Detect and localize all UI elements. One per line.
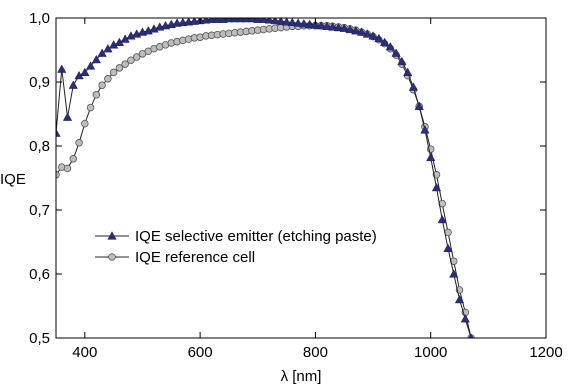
data-point xyxy=(339,23,349,32)
data-point xyxy=(63,164,72,173)
data-point xyxy=(85,61,96,70)
data-point xyxy=(333,22,344,32)
data-point xyxy=(368,31,378,40)
data-point xyxy=(270,18,280,25)
data-point xyxy=(81,119,89,128)
data-point xyxy=(391,48,401,57)
data-point xyxy=(91,54,101,64)
y-tick-label: 0,8 xyxy=(29,138,50,155)
data-point xyxy=(437,214,447,224)
data-point xyxy=(443,243,453,253)
data-point xyxy=(104,75,112,83)
data-point xyxy=(264,18,274,24)
data-point xyxy=(56,171,60,179)
x-tick-label: 400 xyxy=(72,344,97,361)
legend-item: IQE selective emitter (etching paste) xyxy=(95,228,377,245)
data-point xyxy=(408,82,419,91)
data-point xyxy=(397,56,407,66)
series-line xyxy=(56,25,472,338)
x-tick-label: 1000 xyxy=(414,344,447,361)
data-point xyxy=(127,56,135,65)
legend-marker xyxy=(107,231,117,240)
data-point xyxy=(258,18,269,23)
series-1 xyxy=(56,18,481,361)
data-point xyxy=(293,18,303,27)
data-point xyxy=(322,21,332,30)
data-point xyxy=(92,91,101,99)
data-point xyxy=(431,182,442,192)
data-point xyxy=(56,128,61,137)
y-tick-label: 1,0 xyxy=(29,10,50,27)
y-axis-title: IQE xyxy=(0,171,26,188)
data-point xyxy=(115,64,124,72)
data-point xyxy=(316,20,326,30)
y-tick-label: 0,6 xyxy=(29,266,50,283)
data-point xyxy=(68,80,78,89)
x-tick-label: 1200 xyxy=(529,344,562,361)
data-point xyxy=(362,29,372,38)
data-point xyxy=(351,26,361,35)
data-point xyxy=(62,112,73,121)
plot-frame xyxy=(55,17,547,339)
data-point xyxy=(403,67,413,77)
data-point xyxy=(132,53,141,61)
data-point xyxy=(454,294,465,304)
data-point xyxy=(287,18,297,27)
data-point xyxy=(379,37,390,46)
tick-layer: 400 600 800 1000 1200 0,5 0,6 0,7 0,8 0,9 1,0 xyxy=(29,10,563,361)
data-point xyxy=(276,18,286,25)
data-point xyxy=(69,155,78,163)
legend: IQE selective emitter (etching paste) IQE… xyxy=(95,228,377,266)
legend-label: IQE selective emitter (etching paste) xyxy=(135,228,377,245)
data-point xyxy=(356,27,367,36)
x-axis-title: λ [nm] xyxy=(281,368,322,385)
data-point xyxy=(473,353,481,361)
data-point xyxy=(86,103,95,112)
legend-label: IQE reference cell xyxy=(135,249,255,266)
series-layer xyxy=(56,18,481,367)
data-point xyxy=(374,33,384,43)
data-point xyxy=(385,42,395,51)
legend-item: IQE reference cell xyxy=(95,249,255,266)
legend-marker xyxy=(108,253,116,261)
data-point xyxy=(310,20,321,29)
data-point xyxy=(305,19,315,29)
data-point xyxy=(109,68,118,77)
data-point xyxy=(328,22,338,31)
data-point xyxy=(57,64,67,73)
data-point xyxy=(449,269,459,278)
data-point xyxy=(75,139,83,147)
y-tick-label: 0,7 xyxy=(29,202,50,219)
data-point xyxy=(97,48,107,57)
data-point xyxy=(299,19,309,28)
data-point xyxy=(426,152,436,162)
data-point xyxy=(98,81,106,89)
data-point xyxy=(80,67,90,77)
y-tick-label: 0,9 xyxy=(29,74,50,91)
data-point xyxy=(473,360,480,367)
x-tick-label: 600 xyxy=(188,344,213,361)
series-2 xyxy=(56,21,480,367)
y-tick-label: 0,5 xyxy=(29,330,50,347)
data-point xyxy=(281,18,292,26)
data-point xyxy=(414,101,424,110)
data-point xyxy=(345,24,355,34)
data-point xyxy=(121,60,129,68)
x-tick-label: 800 xyxy=(303,344,328,361)
data-point xyxy=(460,314,470,323)
data-point xyxy=(420,125,430,134)
